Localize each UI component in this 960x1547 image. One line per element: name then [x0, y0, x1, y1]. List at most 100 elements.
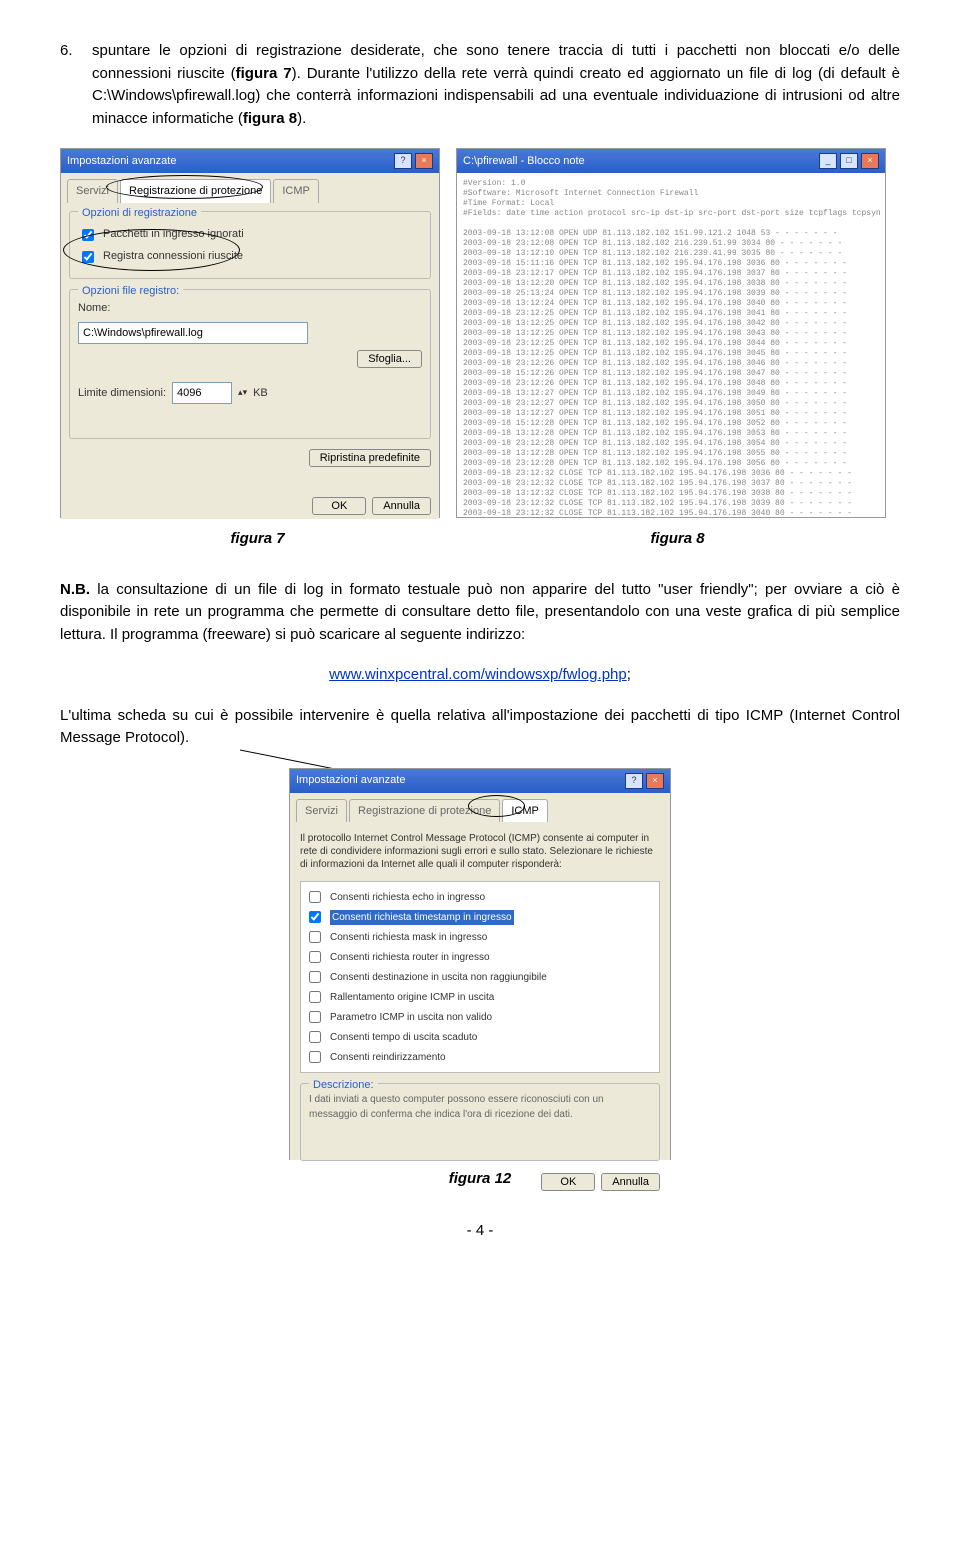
nb-lead: N.B. [60, 581, 90, 598]
log-text[interactable]: #Version: 1.0 #Software: Microsoft Inter… [463, 179, 879, 517]
icmp-option-row: Consenti richiesta timestamp in ingresso [305, 908, 655, 926]
screenshots-row: Impostazioni avanzate ? × Servizi Regist… [60, 148, 900, 518]
size-spinner-icon[interactable]: ▴▾ [238, 386, 247, 400]
help-icon[interactable]: ? [394, 153, 412, 169]
icmp-option-checkbox[interactable] [309, 991, 321, 1003]
close-icon[interactable]: × [861, 153, 879, 169]
icmp-option-row: Consenti richiesta mask in ingresso [305, 928, 655, 946]
icmp-option-row: Rallentamento origine ICMP in uscita [305, 988, 655, 1006]
icmp-paragraph: L'ultima scheda su cui è possibile inter… [60, 705, 900, 750]
icmp-option-label: Consenti richiesta timestamp in ingresso [330, 910, 514, 925]
link-paragraph: www.winxpcentral.com/windowsxp/fwlog.php… [60, 664, 900, 687]
tab-servizi[interactable]: Servizi [67, 179, 118, 203]
list-item-6: 6. spuntare le opzioni di registrazione … [60, 40, 900, 130]
icmp-option-label: Consenti tempo di uscita scaduto [330, 1030, 477, 1045]
fig7-ref: figura 7 [236, 65, 292, 82]
icmp-option-label: Consenti richiesta echo in ingresso [330, 890, 485, 905]
browse-row: Sfoglia... [78, 350, 422, 368]
chk-connections-label: Registra connessioni riuscite [103, 248, 243, 265]
dialog-buttons: OK Annulla [300, 1173, 660, 1191]
titlebar: C:\pfirewall - Blocco note _ □ × [457, 149, 885, 173]
panel: Il protocollo Internet Control Message P… [290, 822, 670, 1160]
captions-row: figura 7 figura 8 [60, 528, 900, 551]
size-input[interactable] [172, 382, 232, 404]
tab-servizi[interactable]: Servizi [296, 799, 347, 823]
figure-12-dialog: Impostazioni avanzate ? × Servizi Regist… [289, 768, 671, 1160]
icmp-option-row: Consenti richiesta router in ingresso [305, 948, 655, 966]
link-suffix: ; [627, 666, 631, 683]
figure-7-dialog: Impostazioni avanzate ? × Servizi Regist… [60, 148, 440, 518]
size-label: Limite dimensioni: [78, 385, 166, 402]
icmp-option-row: Consenti destinazione in uscita non ragg… [305, 968, 655, 986]
icmp-option-checkbox[interactable] [309, 1031, 321, 1043]
chk-packets[interactable] [82, 229, 94, 241]
browse-button[interactable]: Sfoglia... [357, 350, 422, 368]
close-icon[interactable]: × [415, 153, 433, 169]
item-text: spuntare le opzioni di registrazione des… [92, 40, 900, 130]
icmp-option-label: Consenti richiesta mask in ingresso [330, 930, 487, 945]
dialog-buttons: OK Annulla [69, 497, 431, 515]
restore-row: Ripristina predefinite [69, 449, 431, 467]
chk-packets-label: Pacchetti in ingresso ignorati [103, 226, 244, 243]
log-body: #Version: 1.0 #Software: Microsoft Inter… [457, 173, 885, 517]
window-title: Impostazioni avanzate [296, 772, 405, 789]
page-number: - 4 - [60, 1220, 900, 1243]
icmp-intro: Il protocollo Internet Control Message P… [300, 832, 660, 871]
window-title: Impostazioni avanzate [67, 153, 176, 170]
icmp-option-checkbox[interactable] [309, 891, 321, 903]
tabs: Servizi Registrazione di protezione ICMP [61, 173, 439, 203]
icmp-option-checkbox[interactable] [309, 951, 321, 963]
maximize-icon[interactable]: □ [840, 153, 858, 169]
tab-registrazione[interactable]: Registrazione di protezione [120, 179, 271, 203]
description-group: Descrizione: I dati inviati a questo com… [300, 1083, 660, 1161]
panel: Opzioni di registrazione Pacchetti in in… [61, 203, 439, 519]
caption-figura-7: figura 7 [60, 528, 455, 551]
size-row: Limite dimensioni: ▴▾ KB [78, 382, 422, 404]
group-title: Opzioni di registrazione [78, 205, 201, 222]
chk-connections[interactable] [82, 251, 94, 263]
tab-registrazione[interactable]: Registrazione di protezione [349, 799, 500, 823]
size-unit: KB [253, 385, 268, 402]
icmp-option-checkbox[interactable] [309, 1011, 321, 1023]
fig8-ref: figura 8 [243, 110, 297, 127]
tab-icmp[interactable]: ICMP [502, 799, 548, 823]
cancel-button[interactable]: Annulla [601, 1173, 660, 1191]
icmp-option-label: Consenti reindirizzamento [330, 1050, 446, 1065]
tab-icmp[interactable]: ICMP [273, 179, 319, 203]
nb-text: la consultazione di un file di log in fo… [60, 581, 900, 643]
cancel-button[interactable]: Annulla [372, 497, 431, 515]
window-buttons: _ □ × [819, 153, 879, 169]
ok-button[interactable]: OK [312, 497, 366, 515]
window-buttons: ? × [625, 773, 664, 789]
help-icon[interactable]: ? [625, 773, 643, 789]
desc-text: I dati inviati a questo computer possono… [309, 1092, 651, 1122]
titlebar: Impostazioni avanzate ? × [290, 769, 670, 793]
desc-title: Descrizione: [309, 1077, 378, 1094]
icmp-option-label: Rallentamento origine ICMP in uscita [330, 990, 494, 1005]
icmp-option-row: Parametro ICMP in uscita non valido [305, 1008, 655, 1026]
icmp-option-checkbox[interactable] [309, 931, 321, 943]
figure-8-log: C:\pfirewall - Blocco note _ □ × #Versio… [456, 148, 886, 518]
icmp-option-checkbox[interactable] [309, 971, 321, 983]
minimize-icon[interactable]: _ [819, 153, 837, 169]
chk-row-connections: Registra connessioni riuscite [78, 248, 422, 266]
group-reg-options: Opzioni di registrazione Pacchetti in in… [69, 211, 431, 279]
group-file-options: Opzioni file registro: Nome: Sfoglia... … [69, 289, 431, 439]
download-link[interactable]: www.winxpcentral.com/windowsxp/fwlog.php [329, 666, 627, 683]
name-row [78, 322, 422, 344]
icmp-option-label: Consenti destinazione in uscita non ragg… [330, 970, 547, 985]
close-icon[interactable]: × [646, 773, 664, 789]
window-buttons: ? × [394, 153, 433, 169]
window-title: C:\pfirewall - Blocco note [463, 153, 585, 170]
text-part3: ). [297, 110, 306, 127]
chk-row-packets: Pacchetti in ingresso ignorati [78, 226, 422, 244]
ok-button[interactable]: OK [541, 1173, 595, 1191]
icmp-option-checkbox[interactable] [309, 911, 321, 923]
icmp-option-checkbox[interactable] [309, 1051, 321, 1063]
titlebar: Impostazioni avanzate ? × [61, 149, 439, 173]
tabs: Servizi Registrazione di protezione ICMP [290, 793, 670, 823]
restore-button[interactable]: Ripristina predefinite [309, 449, 431, 467]
icmp-option-row: Consenti tempo di uscita scaduto [305, 1028, 655, 1046]
item-number: 6. [60, 40, 92, 130]
name-input[interactable] [78, 322, 308, 344]
